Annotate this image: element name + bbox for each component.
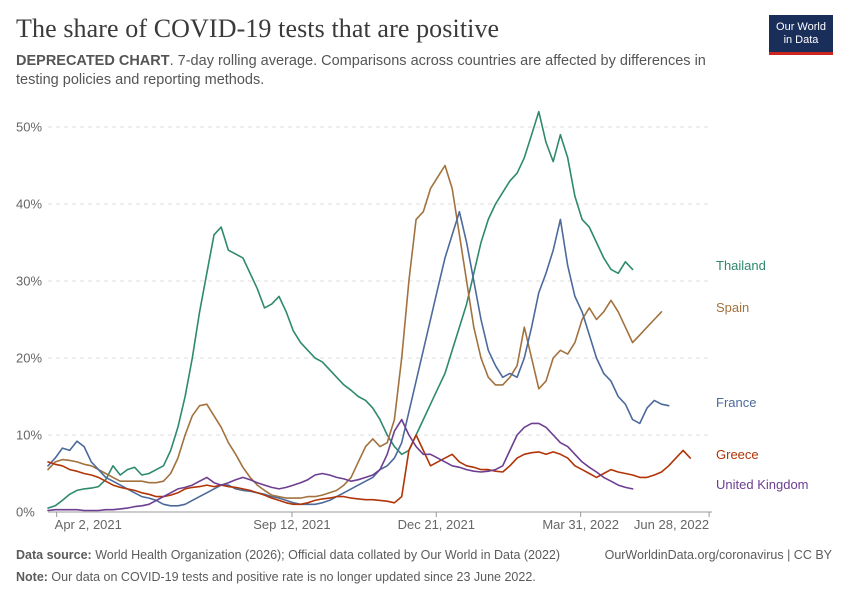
y-tick-label: 50% <box>16 120 42 135</box>
footer-source: Data source: World Health Organization (… <box>16 548 560 562</box>
series-line-france[interactable] <box>47 210 670 507</box>
series-label-thailand[interactable]: Thailand <box>716 258 766 273</box>
series-line-spain[interactable] <box>47 164 663 499</box>
y-tick-label: 10% <box>16 428 42 443</box>
series-label-france[interactable]: France <box>716 395 756 410</box>
footer-url-link[interactable]: OurWorldinData.org/coronavirus | CC BY <box>604 548 832 562</box>
y-tick-label: 30% <box>16 274 42 289</box>
note-label: Note: <box>16 570 48 584</box>
series-label-united-kingdom[interactable]: United Kingdom <box>716 477 809 492</box>
x-tick-label: Jun 28, 2022 <box>634 517 709 532</box>
x-tick-label: Dec 21, 2021 <box>398 517 475 532</box>
series-line-greece[interactable] <box>47 434 692 506</box>
note-text: Our data on COVID-19 tests and positive … <box>47 570 536 584</box>
series-labels: Thailand Spain France Greece United Kingdom <box>716 258 809 492</box>
series-line-thailand[interactable] <box>47 110 634 509</box>
series-line-united-kingdom[interactable] <box>47 418 634 512</box>
y-tick-label: 0% <box>16 505 35 520</box>
subtitle-text: . 7-day rolling average. Comparisons acr… <box>16 53 706 88</box>
series-label-greece[interactable]: Greece <box>716 447 759 462</box>
y-axis: 0% 10% 20% 30% 40% 50% <box>16 120 42 520</box>
source-text: World Health Organization (2026); Offici… <box>91 548 561 562</box>
x-tick-label: Mar 31, 2022 <box>542 517 619 532</box>
y-gridlines <box>48 126 712 513</box>
chart-subtitle: DEPRECATED CHART. 7-day rolling average.… <box>16 52 716 90</box>
logo-line-2: in Data <box>783 33 819 46</box>
x-tick-label: Sep 12, 2021 <box>253 517 330 532</box>
y-tick-label: 20% <box>16 351 42 366</box>
x-axis: Apr 2, 2021 Sep 12, 2021 Dec 21, 2021 Mar 3… <box>55 512 710 532</box>
series-lines <box>47 110 692 512</box>
x-tick-label: Apr 2, 2021 <box>55 517 122 532</box>
series-label-spain[interactable]: Spain <box>716 300 749 315</box>
chart-title: The share of COVID-19 tests that are pos… <box>16 14 500 43</box>
source-label: Data source: <box>16 548 92 562</box>
owid-logo[interactable]: Our World in Data <box>769 15 833 55</box>
y-tick-label: 40% <box>16 197 42 212</box>
logo-line-1: Our World <box>776 20 826 33</box>
footer-note: Note: Our data on COVID-19 tests and pos… <box>16 570 536 584</box>
subtitle-deprecated-label: DEPRECATED CHART <box>16 53 170 69</box>
